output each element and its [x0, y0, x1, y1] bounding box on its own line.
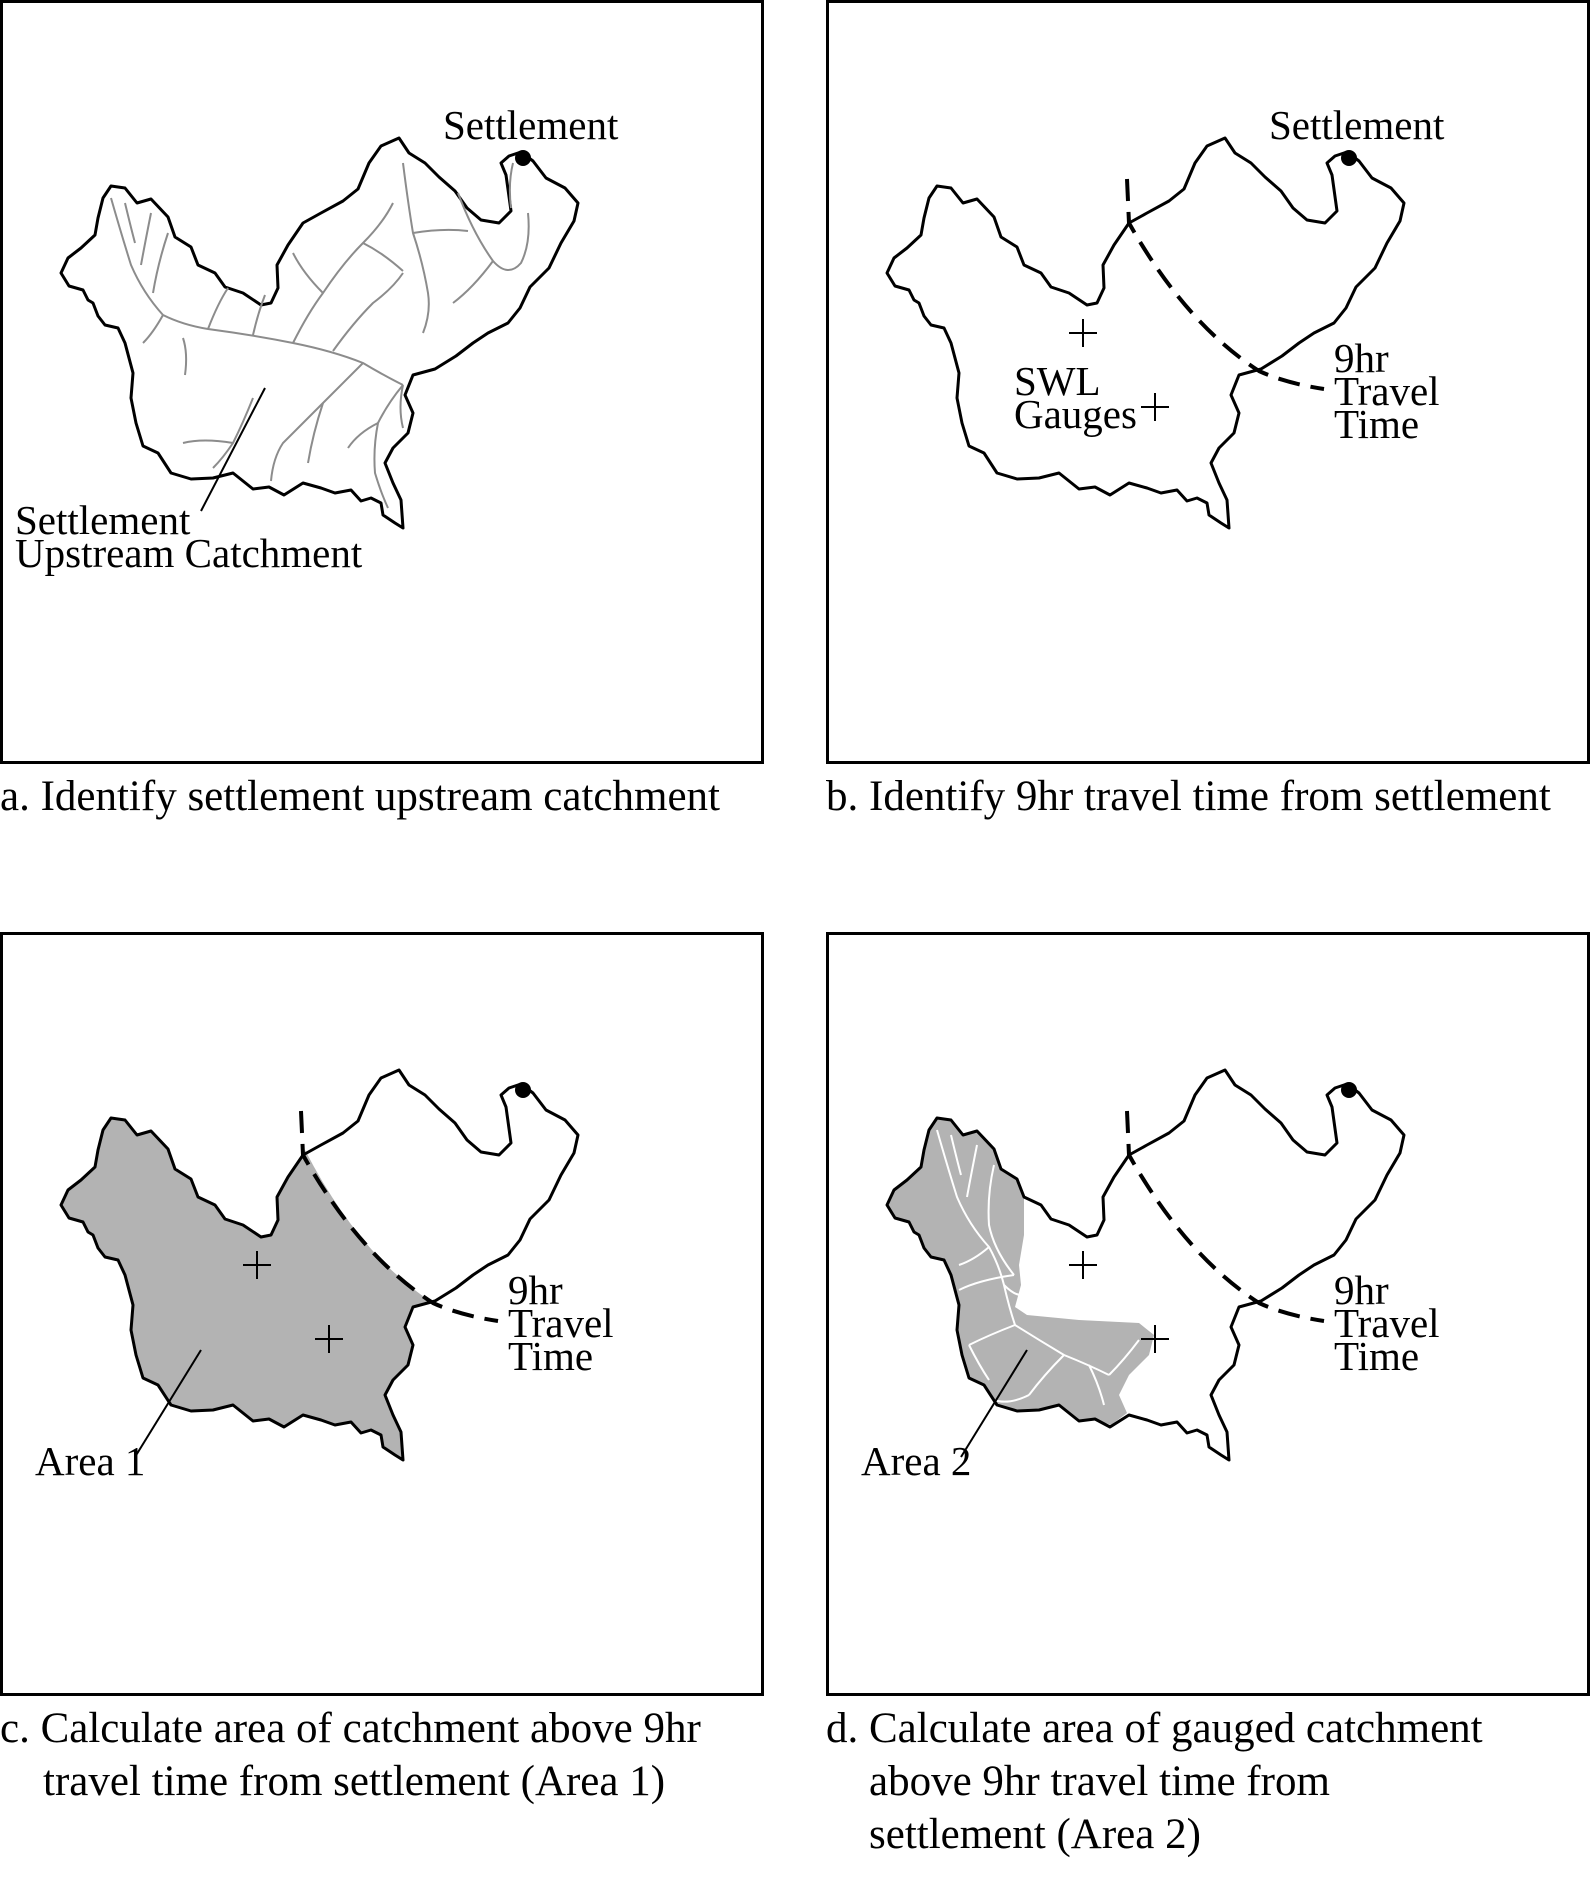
travel-label-line2: Travel — [1334, 368, 1440, 414]
travel-label-line2: Travel — [1334, 1300, 1440, 1346]
gauge-marker-2 — [1141, 393, 1169, 421]
catchment-outline — [59, 136, 580, 530]
area-2-label: Area 2 — [861, 1438, 972, 1484]
caption-c-line1: c. Calculate area of catchment above 9hr — [0, 1705, 701, 1752]
area-2-leader-line — [960, 1349, 1028, 1458]
panel-a: Settlement Settlement Upstream Catchment — [0, 0, 764, 764]
catchment-label-line1: Settlement — [15, 497, 191, 543]
settlement-marker — [515, 1082, 531, 1098]
panel-b-map — [885, 136, 1406, 530]
catchment-label-line2: Upstream Catchment — [15, 530, 363, 576]
travel-label-line2: Travel — [508, 1300, 614, 1346]
panel-a-map — [59, 136, 580, 530]
caption-c-line2: travel time from settlement (Area 1) — [43, 1758, 666, 1805]
catchment-leader-line — [200, 387, 266, 512]
gauge-marker-1 — [1069, 1251, 1097, 1279]
gauge-marker-1 — [1069, 319, 1097, 347]
catchment-outline — [885, 136, 1406, 530]
settlement-marker — [1341, 1082, 1357, 1098]
panel-c: Area 1 9hr Travel Time — [0, 932, 764, 1696]
gauge-marker-1 — [243, 1251, 271, 1279]
caption-d: d. Calculate area of gauged catchment ab… — [826, 1702, 1483, 1861]
travel-label-line3: Time — [1334, 1333, 1420, 1379]
travel-label-line1: 9hr — [1334, 1267, 1389, 1313]
caption-b-line1: b. Identify 9hr travel time from settlem… — [826, 773, 1551, 820]
gauge-marker-2 — [1141, 1325, 1169, 1353]
gauges-label-line2: Gauges — [1014, 391, 1137, 437]
panel-c-map — [59, 1068, 580, 1462]
panel-d-map — [885, 1068, 1406, 1462]
panel-b: Settlement SWL Gauges 9hr Travel Time — [826, 0, 1590, 764]
settlement-marker — [515, 150, 531, 166]
caption-d-line3: settlement (Area 2) — [869, 1811, 1201, 1858]
caption-a: a. Identify settlement upstream catchmen… — [0, 770, 720, 823]
caption-a-line1: a. Identify settlement upstream catchmen… — [0, 773, 720, 820]
travel-label-line1: 9hr — [1334, 335, 1389, 381]
caption-d-line1: d. Calculate area of gauged catchment — [826, 1705, 1483, 1752]
travel-label-line1: 9hr — [508, 1267, 563, 1313]
settlement-label: Settlement — [1269, 102, 1445, 148]
settlement-label: Settlement — [443, 102, 619, 148]
gauge-marker-2 — [315, 1325, 343, 1353]
travel-label-line3: Time — [1334, 401, 1420, 447]
caption-c: c. Calculate area of catchment above 9hr… — [0, 1702, 701, 1808]
area-1-label: Area 1 — [35, 1438, 146, 1484]
caption-b: b. Identify 9hr travel time from settlem… — [826, 770, 1551, 823]
area-1-leader-line — [134, 1349, 202, 1458]
panel-d: Area 2 9hr Travel Time — [826, 932, 1590, 1696]
travel-label-line3: Time — [508, 1333, 594, 1379]
caption-d-line2: above 9hr travel time from — [869, 1758, 1330, 1805]
gauges-label-line1: SWL — [1014, 358, 1101, 404]
settlement-marker — [1341, 150, 1357, 166]
